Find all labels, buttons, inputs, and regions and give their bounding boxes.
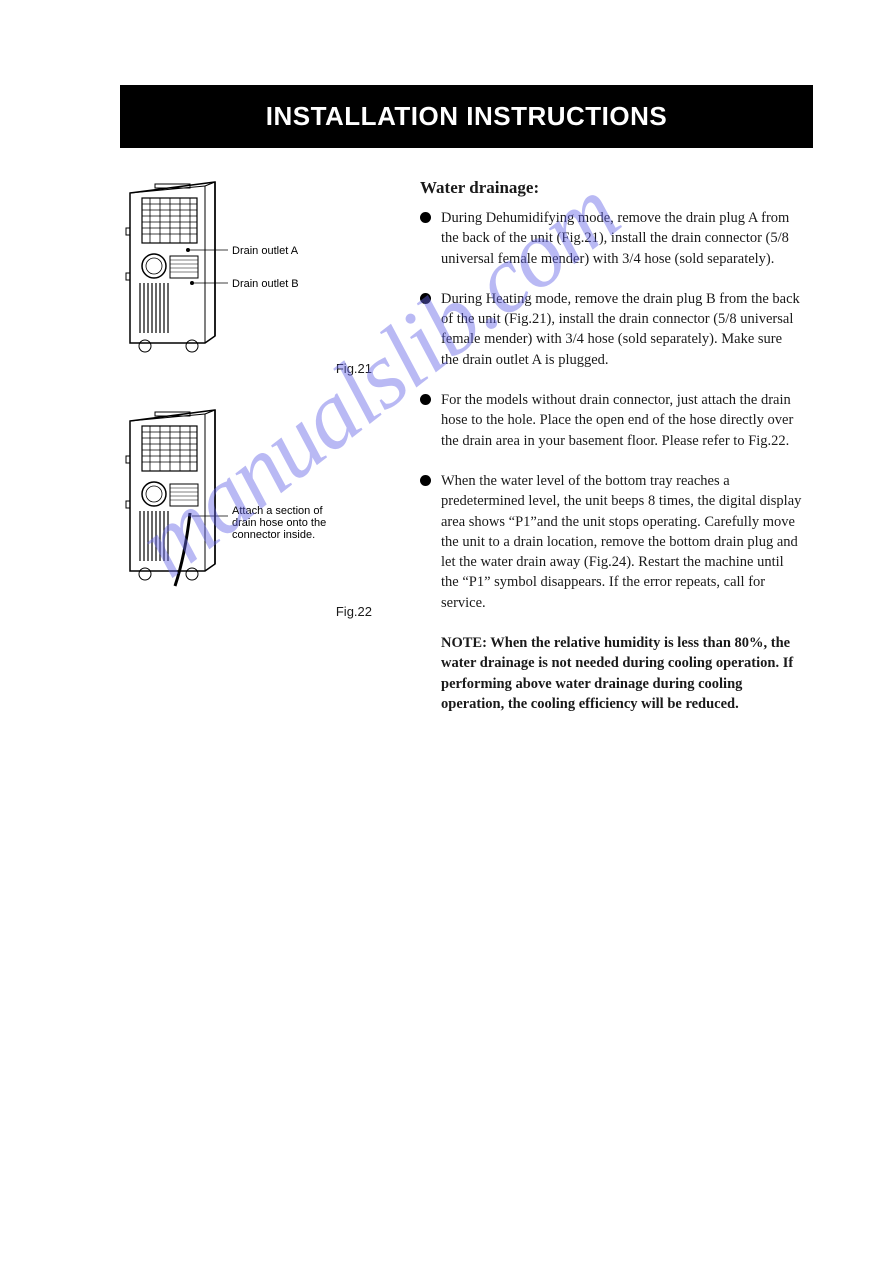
bullet-icon <box>420 293 431 304</box>
header-title-text: INSTALLATION INSTRUCTIONS <box>266 101 668 131</box>
page-container: INSTALLATION INSTRUCTIONS <box>0 0 893 754</box>
figures-column: Drain outlet A Drain outlet B Fig.21 <box>120 178 380 714</box>
figure-21: Drain outlet A Drain outlet B Fig.21 <box>120 178 380 376</box>
text-column: Water drainage: During Dehumidifying mod… <box>420 178 813 714</box>
bullet-item-2: During Heating mode, remove the drain pl… <box>420 289 803 370</box>
unit-diagram-fig21: Drain outlet A Drain outlet B <box>120 178 380 353</box>
bullet-text-4: When the water level of the bottom tray … <box>441 471 803 613</box>
bullet-icon <box>420 475 431 486</box>
section-heading: Water drainage: <box>420 178 803 198</box>
bullet-icon <box>420 394 431 405</box>
fig22-label-line2: drain hose onto the <box>232 517 326 529</box>
bullet-item-4: When the water level of the bottom tray … <box>420 471 803 613</box>
figure-22: Attach a section of drain hose onto the … <box>120 406 380 619</box>
bullet-text-3: For the models without drain connector, … <box>441 390 803 451</box>
content-row: Drain outlet A Drain outlet B Fig.21 <box>120 178 813 714</box>
bullet-text-1: During Dehumidifying mode, remove the dr… <box>441 208 803 269</box>
bullet-item-3: For the models without drain connector, … <box>420 390 803 451</box>
header-title-bar: INSTALLATION INSTRUCTIONS <box>120 85 813 148</box>
bullet-text-2: During Heating mode, remove the drain pl… <box>441 289 803 370</box>
fig22-caption: Fig.22 <box>120 604 380 619</box>
fig22-label-line3: connector inside. <box>232 529 315 541</box>
bullet-icon <box>420 212 431 223</box>
fig21-label-a: Drain outlet A <box>232 245 299 257</box>
fig21-caption: Fig.21 <box>120 361 380 376</box>
fig21-label-b: Drain outlet B <box>232 278 299 290</box>
note-block: NOTE: When the relative humidity is less… <box>420 633 803 714</box>
bullet-item-1: During Dehumidifying mode, remove the dr… <box>420 208 803 269</box>
fig22-label-line1: Attach a section of <box>232 505 323 517</box>
unit-diagram-fig22: Attach a section of drain hose onto the … <box>120 406 380 596</box>
